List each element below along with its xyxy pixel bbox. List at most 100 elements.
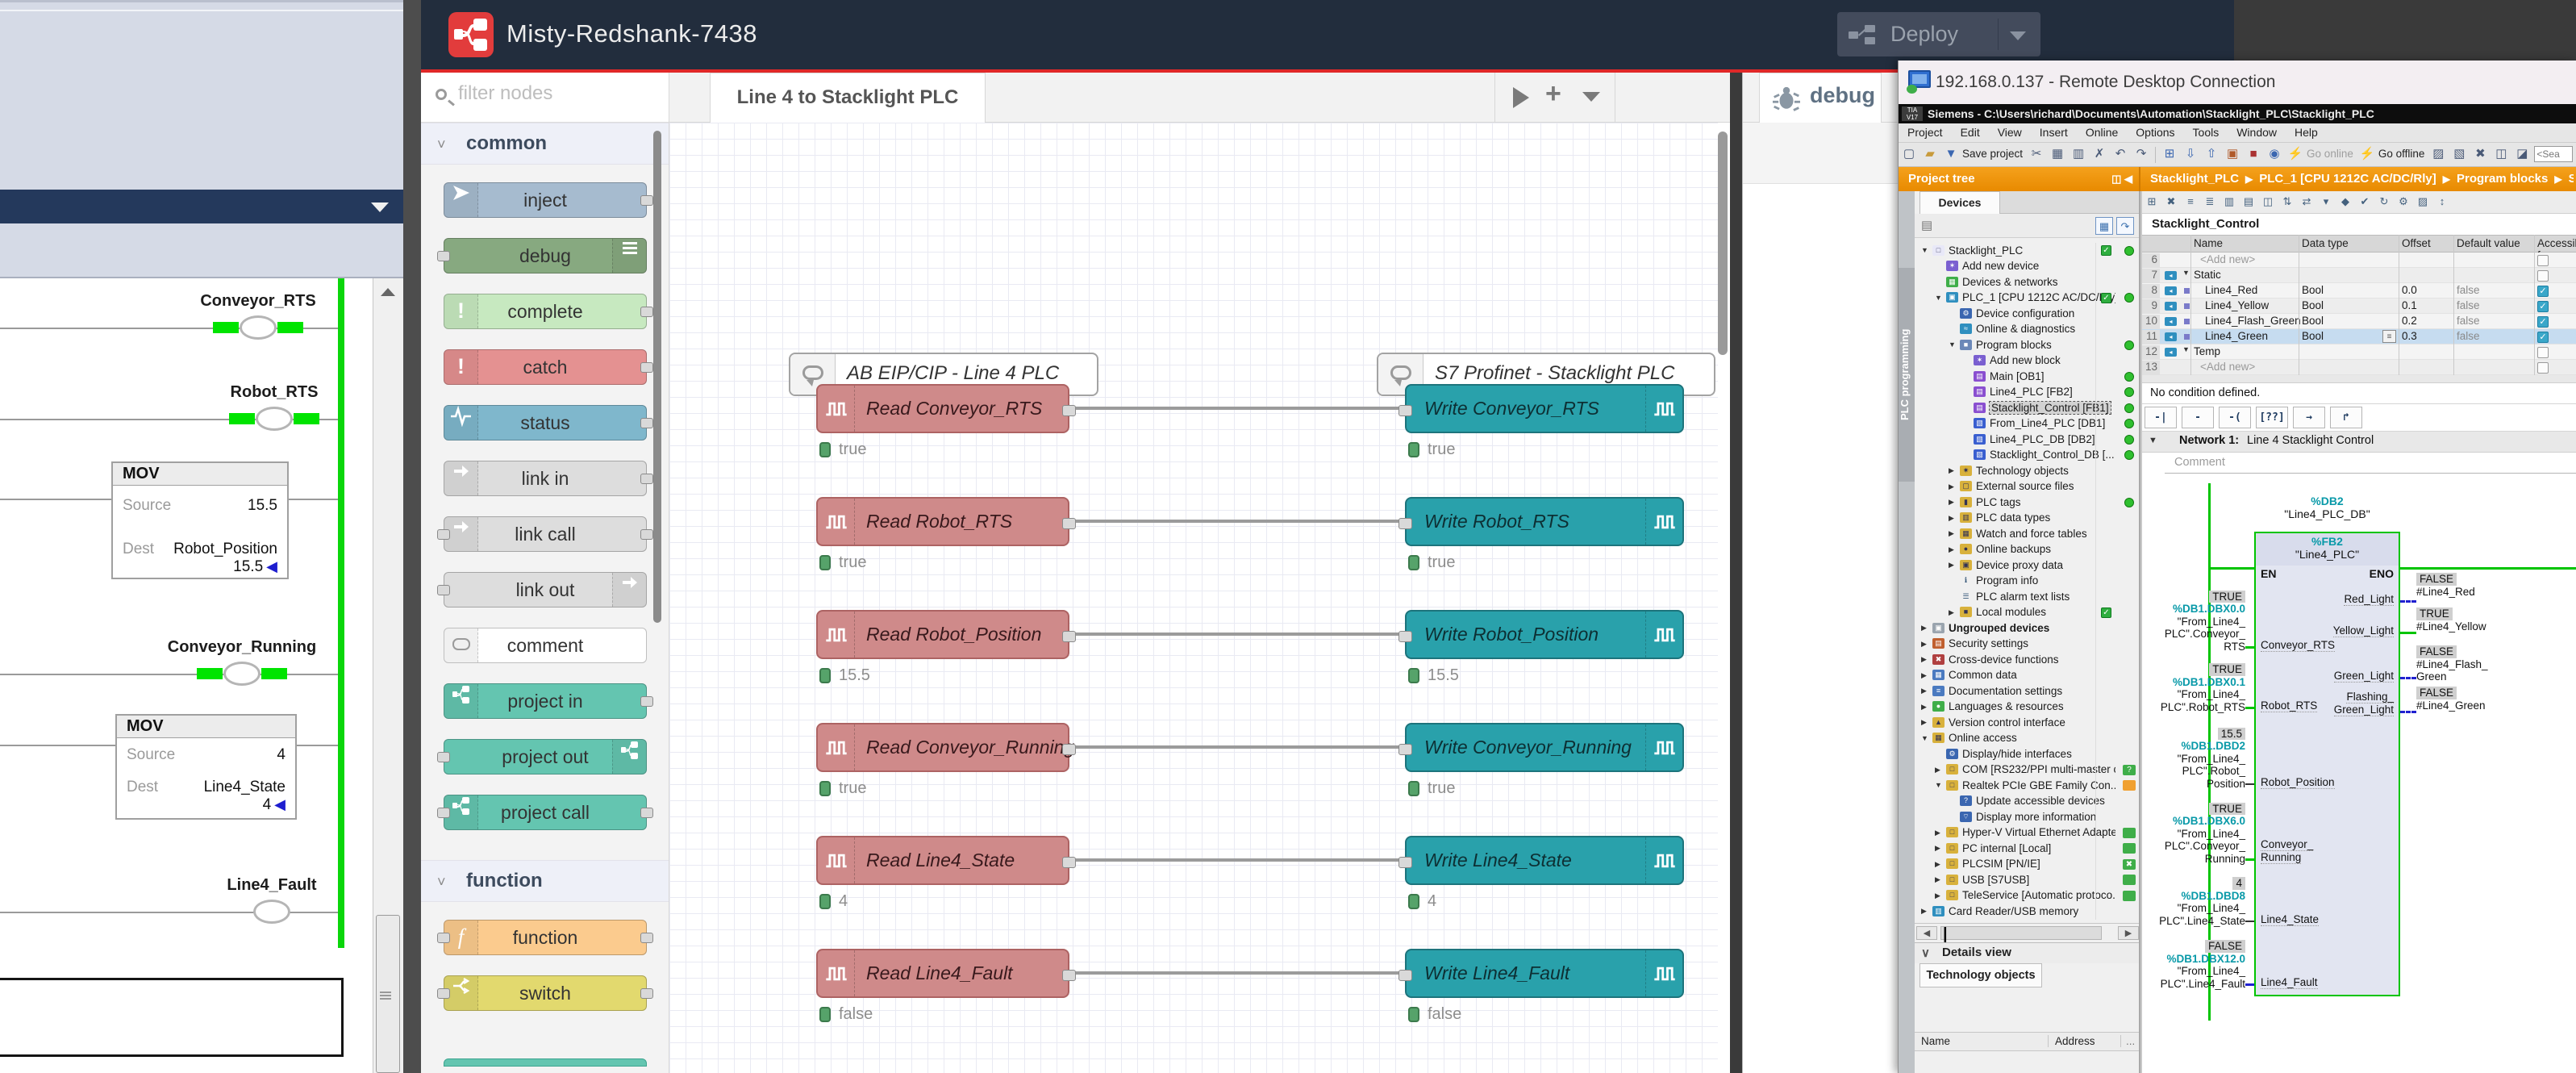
accessible-checkbox[interactable]	[2537, 347, 2549, 358]
palette-node-catch[interactable]: !catch	[444, 349, 647, 385]
menu-view[interactable]: View	[1998, 126, 2022, 139]
column-data-type[interactable]: Data type	[2302, 237, 2349, 249]
chevron-right-icon[interactable]: ▶	[1921, 907, 1927, 916]
palette-node-project-in[interactable]: project in	[444, 683, 647, 719]
palette-node-link-call[interactable]: link call	[444, 516, 647, 552]
flow-node-read[interactable]: Read Robot_Position	[816, 610, 1069, 659]
tree-item[interactable]: ▶▥PLC data types	[1915, 511, 2140, 527]
tree-item[interactable]: ▶▣Ungrouped devices	[1915, 620, 2140, 637]
table-row-10[interactable]: 10◂Line4_Flash_GreenBool0.2false✓	[2142, 314, 2576, 329]
tree-item[interactable]: ▶□Hyper-V Virtual Ethernet Adapter	[1915, 825, 2140, 841]
palette-node-status[interactable]: status	[444, 405, 647, 440]
flow-node-write[interactable]: Write Conveyor_RTS	[1405, 384, 1684, 433]
chevron-right-icon[interactable]: ▶	[1949, 529, 1954, 538]
table-row-6[interactable]: 6<Add new>	[2142, 253, 2576, 268]
scrollbar-thumb[interactable]	[376, 915, 400, 1073]
redo-icon[interactable]: ↷	[2133, 146, 2149, 162]
rdp-titlebar[interactable]: 192.168.0.137 - Remote Desktop Connectio…	[1899, 61, 2576, 104]
tree-item[interactable]: ▶●Online backups	[1915, 542, 2140, 558]
tree-item[interactable]: ≈Online & diagnostics	[1915, 322, 2140, 338]
tree-item[interactable]: ▶□PC internal [Local]	[1915, 841, 2140, 857]
palette-node-function[interactable]: ffunction	[444, 920, 647, 955]
tree-item[interactable]: ▶□TeleService [Automatic protoco...	[1915, 888, 2140, 904]
tree-item[interactable]: ⚙Device configuration	[1915, 306, 2140, 322]
tree-item[interactable]: ▶✷Technology objects	[1915, 463, 2140, 479]
tree-item[interactable]: ✶Add new device	[1915, 259, 2140, 275]
chevron-down-icon[interactable]: ▼	[2182, 269, 2190, 277]
palette-node-debug[interactable]: debug	[444, 238, 647, 273]
editor-tool-icon-6[interactable]: ◫	[2260, 194, 2276, 210]
delete-icon[interactable]: ✗	[2091, 146, 2107, 162]
tree-item[interactable]: ?Update accessible devices	[1915, 794, 2140, 810]
output-port[interactable]	[640, 474, 653, 484]
palette-search[interactable]	[421, 73, 669, 123]
close-editor-icon[interactable]: ✖	[2472, 146, 2488, 162]
chevron-right-icon[interactable]: ▶	[1949, 608, 1954, 617]
menu-insert[interactable]: Insert	[2040, 126, 2068, 139]
chevron-right-icon[interactable]: ▶	[1949, 498, 1954, 507]
chevron-right-icon[interactable]: ▶	[1921, 640, 1927, 649]
scrollbar-thumb[interactable]: ┃	[1940, 926, 2102, 940]
table-row-12[interactable]: 12◂▼Temp	[2142, 344, 2576, 360]
editor-tool-icon-8[interactable]: ⇄	[2299, 194, 2315, 210]
tree-item[interactable]: ▼■Program blocks	[1915, 337, 2140, 353]
diagram-view-button[interactable]: ▦	[2095, 217, 2113, 235]
expand-tabs-icon[interactable]	[1513, 87, 1529, 108]
download-icon[interactable]: ⇩	[2182, 146, 2199, 162]
output-port[interactable]	[640, 418, 653, 428]
fb-call-block[interactable]: %FB2"Line4_PLC"ENENOConveyor_RTSRobot_RT…	[2254, 532, 2400, 996]
collapse-panel-icon[interactable]: ◫ ◀	[2111, 173, 2132, 186]
canvas-scrollbar-thumb[interactable]	[1718, 132, 1728, 355]
lad-symbol-button-2[interactable]: -( )-	[2219, 407, 2251, 428]
palette-node-inject[interactable]: inject	[444, 182, 647, 218]
output-port[interactable]	[1062, 405, 1076, 416]
editor-tool-icon-2[interactable]: ≡	[2182, 194, 2199, 210]
tree-item[interactable]: ✶Add new block	[1915, 353, 2140, 369]
menu-online[interactable]: Online	[2086, 126, 2118, 139]
lad-symbol-button-5[interactable]: ↱	[2330, 407, 2362, 428]
tree-item[interactable]: ☰PLC alarm text lists	[1915, 589, 2140, 605]
palette-section-header-common[interactable]: ˅common	[421, 123, 669, 165]
tree-item[interactable]: ▧Stacklight_Control_DB [...	[1915, 448, 2140, 464]
tree-view-icon[interactable]: ▤	[1921, 218, 1932, 232]
accessible-checkbox[interactable]: ✓	[2537, 332, 2549, 343]
accessible-checkbox[interactable]	[2537, 270, 2549, 282]
accessible-checkbox[interactable]	[2537, 255, 2549, 266]
tree-item[interactable]: ▶■Local modules✓	[1915, 605, 2140, 621]
breadcrumb-item[interactable]: Program blocks	[2457, 172, 2548, 186]
add-flow-button[interactable]: +	[1545, 78, 1561, 110]
editor-tool-icon-11[interactable]: ✔	[2357, 194, 2373, 210]
tia-titlebar[interactable]: TIA V17 Siemens - C:\Users\richard\Docum…	[1899, 104, 2576, 123]
table-row-13[interactable]: 13<Add new>	[2142, 360, 2576, 375]
paste-icon[interactable]: ▥	[2070, 146, 2086, 162]
copy-icon[interactable]: ▦	[2049, 146, 2065, 162]
diag-icon[interactable]: ▨	[2430, 146, 2446, 162]
chevron-down-icon[interactable]: ▼	[1935, 781, 1942, 789]
cut-icon[interactable]: ✂	[2028, 146, 2045, 162]
go-online-label[interactable]: Go online	[2307, 148, 2353, 160]
output-port[interactable]	[1062, 518, 1076, 529]
lad-symbol-button-0[interactable]: -| |-	[2145, 407, 2177, 428]
accessible-checkbox[interactable]: ✓	[2537, 316, 2549, 328]
output-port[interactable]	[640, 988, 653, 999]
tree-item[interactable]: ▶▦Watch and force tables	[1915, 526, 2140, 542]
flow-node-write[interactable]: Write Robot_RTS	[1405, 497, 1684, 546]
menu-help[interactable]: Help	[2295, 126, 2318, 139]
output-port[interactable]	[640, 933, 653, 943]
table-scroll-strip[interactable]	[2142, 375, 2576, 383]
contact-coil[interactable]	[256, 407, 293, 431]
ladder-editor-collapsed-bar[interactable]	[0, 190, 403, 223]
network-header[interactable]: ▼ Network 1: Line 4 Stacklight Control	[2142, 432, 2576, 453]
output-port[interactable]	[640, 808, 653, 818]
chevron-right-icon[interactable]: ▶	[1935, 860, 1940, 869]
deploy-dropdown-icon[interactable]	[2010, 31, 2026, 40]
column-offset[interactable]: Offset	[2402, 237, 2431, 249]
palette-node-link-out[interactable]: link out	[444, 572, 647, 607]
chevron-right-icon[interactable]: ▶	[1935, 875, 1940, 884]
chevron-right-icon[interactable]: ▶	[1921, 655, 1927, 664]
chevron-right-icon[interactable]: ▶	[1949, 514, 1954, 523]
flow-workspace[interactable]: AB EIP/CIP - Line 4 PLCS7 Profinet - Sta…	[669, 123, 1718, 1073]
editor-tool-icon-15[interactable]: ↕	[2434, 194, 2450, 210]
editor-tool-icon-9[interactable]: ▾	[2318, 194, 2334, 210]
editor-tool-icon-13[interactable]: ⚙	[2395, 194, 2411, 210]
